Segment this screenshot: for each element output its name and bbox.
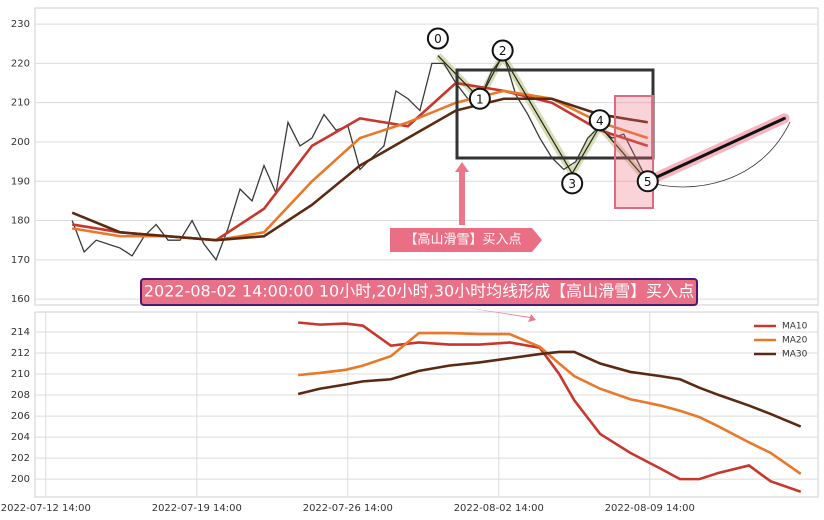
pattern-label: 2	[499, 44, 507, 58]
pattern-point	[426, 27, 449, 50]
y-tick-label: 214	[11, 327, 30, 338]
banner-box	[140, 278, 698, 306]
buy-label-box	[390, 228, 542, 252]
pattern-label: 4	[596, 114, 604, 128]
pattern-point	[491, 39, 514, 62]
y-tick-label: 230	[11, 19, 30, 30]
pattern-point	[636, 170, 659, 193]
x-tick-label: 2022-08-02 14:00	[454, 503, 544, 514]
series-line	[71, 97, 648, 242]
top-plot-area	[34, 7, 819, 306]
y-tick-label: 180	[11, 216, 30, 227]
x-tick-label: 2022-07-12 14:00	[1, 503, 91, 514]
y-tick-label: 220	[11, 58, 30, 69]
pattern-point	[588, 109, 611, 132]
pattern-label: 5	[644, 175, 652, 189]
buy-label: 【高山滑雪】买入点	[404, 232, 521, 248]
legend-label: MA10	[782, 322, 808, 332]
series-line	[298, 321, 802, 493]
legend-label: MA30	[782, 350, 808, 360]
projection-curve	[647, 121, 791, 188]
pattern-point	[468, 87, 491, 110]
y-tick-label: 212	[11, 348, 30, 359]
x-tick-label: 2022-07-19 14:00	[152, 503, 242, 514]
y-tick-label: 206	[11, 411, 30, 422]
series-line	[298, 331, 802, 475]
x-tick-label: 2022-07-26 14:00	[303, 503, 393, 514]
y-tick-label: 204	[11, 432, 30, 443]
y-tick-label: 208	[11, 390, 30, 401]
series-line	[297, 350, 802, 428]
y-tick-label: 200	[11, 137, 30, 148]
y-tick-label: 190	[11, 176, 30, 187]
pattern-point	[561, 172, 584, 195]
y-tick-label: 200	[11, 474, 30, 485]
projection-line	[646, 116, 786, 183]
y-tick-label: 202	[11, 453, 30, 464]
annotations: 0 1 2 3 4 5 MA10 MA20 MA30	[426, 27, 808, 360]
banner-text: 2022-08-02 14:00:00 10小时,20小时,30小时均线形成【高…	[144, 282, 694, 301]
legend-label: MA20	[782, 336, 808, 346]
pattern-label: 3	[568, 177, 576, 191]
y-tick-label: 160	[11, 294, 30, 305]
pattern-label: 0	[434, 32, 442, 46]
bottom-plot-area	[34, 311, 819, 498]
y-tick-label: 210	[11, 98, 30, 109]
y-tick-label: 170	[11, 255, 30, 266]
y-tick-label: 210	[11, 369, 30, 380]
pattern-label: 1	[476, 92, 484, 106]
up-arrow	[455, 162, 469, 225]
x-tick-label: 2022-08-09 14:00	[605, 503, 695, 514]
